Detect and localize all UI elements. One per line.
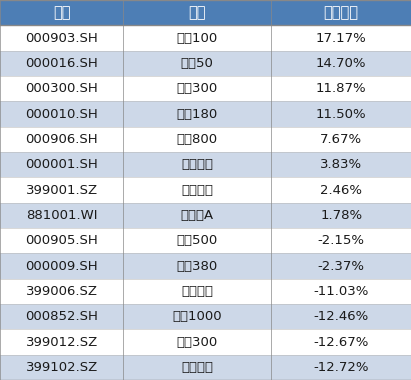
Bar xyxy=(123,0,271,25)
Bar xyxy=(123,127,271,152)
Text: 000001.SH: 000001.SH xyxy=(25,158,98,171)
Bar xyxy=(0,203,123,228)
Bar xyxy=(271,304,411,329)
Text: 11.50%: 11.50% xyxy=(316,108,367,120)
Text: 17.17%: 17.17% xyxy=(316,32,367,44)
Text: -12.67%: -12.67% xyxy=(314,336,369,348)
Bar xyxy=(0,329,123,355)
Bar xyxy=(0,152,123,177)
Text: 代码: 代码 xyxy=(53,5,70,20)
Text: 中证100: 中证100 xyxy=(177,32,218,44)
Bar xyxy=(271,279,411,304)
Bar xyxy=(271,228,411,253)
Bar xyxy=(123,279,271,304)
Text: 中证1000: 中证1000 xyxy=(173,310,222,323)
Text: 沪深300: 沪深300 xyxy=(177,82,218,95)
Bar xyxy=(123,203,271,228)
Bar xyxy=(271,253,411,279)
Text: -12.72%: -12.72% xyxy=(313,361,369,374)
Bar xyxy=(123,355,271,380)
Bar xyxy=(271,51,411,76)
Text: 14.70%: 14.70% xyxy=(316,57,366,70)
Bar xyxy=(123,228,271,253)
Text: 上证综指: 上证综指 xyxy=(181,158,213,171)
Text: 11.87%: 11.87% xyxy=(316,82,367,95)
Bar xyxy=(123,152,271,177)
Bar xyxy=(123,253,271,279)
Bar xyxy=(123,51,271,76)
Bar xyxy=(271,76,411,101)
Text: 万得全A: 万得全A xyxy=(181,209,214,222)
Bar xyxy=(123,101,271,127)
Text: 年初至今: 年初至今 xyxy=(323,5,359,20)
Bar xyxy=(123,304,271,329)
Text: 399006.SZ: 399006.SZ xyxy=(25,285,98,298)
Bar xyxy=(0,25,123,51)
Text: 1.78%: 1.78% xyxy=(320,209,362,222)
Bar xyxy=(271,101,411,127)
Text: -11.03%: -11.03% xyxy=(314,285,369,298)
Bar xyxy=(271,25,411,51)
Bar xyxy=(0,177,123,203)
Bar xyxy=(123,76,271,101)
Text: 创业板指: 创业板指 xyxy=(181,285,213,298)
Bar xyxy=(271,0,411,25)
Text: -12.46%: -12.46% xyxy=(314,310,369,323)
Text: 000010.SH: 000010.SH xyxy=(25,108,98,120)
Bar xyxy=(0,127,123,152)
Text: 创业300: 创业300 xyxy=(177,336,218,348)
Bar xyxy=(0,304,123,329)
Bar xyxy=(123,177,271,203)
Bar xyxy=(271,203,411,228)
Bar xyxy=(0,0,123,25)
Bar xyxy=(0,253,123,279)
Text: 399102.SZ: 399102.SZ xyxy=(25,361,98,374)
Text: 7.67%: 7.67% xyxy=(320,133,362,146)
Bar xyxy=(0,279,123,304)
Text: 000009.SH: 000009.SH xyxy=(25,260,98,272)
Text: 中证500: 中证500 xyxy=(177,234,218,247)
Text: 上证50: 上证50 xyxy=(181,57,214,70)
Bar xyxy=(123,25,271,51)
Bar xyxy=(0,51,123,76)
Text: 881001.WI: 881001.WI xyxy=(26,209,97,222)
Text: 深证成指: 深证成指 xyxy=(181,184,213,196)
Bar xyxy=(0,228,123,253)
Text: 2.46%: 2.46% xyxy=(320,184,362,196)
Text: 000903.SH: 000903.SH xyxy=(25,32,98,44)
Text: 中证800: 中证800 xyxy=(177,133,218,146)
Bar xyxy=(271,329,411,355)
Text: 名称: 名称 xyxy=(189,5,206,20)
Bar xyxy=(271,152,411,177)
Text: 000905.SH: 000905.SH xyxy=(25,234,98,247)
Text: 399001.SZ: 399001.SZ xyxy=(25,184,98,196)
Text: 399012.SZ: 399012.SZ xyxy=(25,336,98,348)
Text: -2.37%: -2.37% xyxy=(318,260,365,272)
Text: 000906.SH: 000906.SH xyxy=(25,133,98,146)
Bar xyxy=(0,101,123,127)
Text: 上证380: 上证380 xyxy=(177,260,218,272)
Bar xyxy=(123,329,271,355)
Text: 创业板综: 创业板综 xyxy=(181,361,213,374)
Text: -2.15%: -2.15% xyxy=(318,234,365,247)
Bar xyxy=(271,177,411,203)
Text: 3.83%: 3.83% xyxy=(320,158,362,171)
Text: 上证180: 上证180 xyxy=(177,108,218,120)
Bar xyxy=(271,127,411,152)
Bar xyxy=(0,76,123,101)
Bar xyxy=(0,355,123,380)
Text: 000852.SH: 000852.SH xyxy=(25,310,98,323)
Text: 000300.SH: 000300.SH xyxy=(25,82,98,95)
Text: 000016.SH: 000016.SH xyxy=(25,57,98,70)
Bar xyxy=(271,355,411,380)
